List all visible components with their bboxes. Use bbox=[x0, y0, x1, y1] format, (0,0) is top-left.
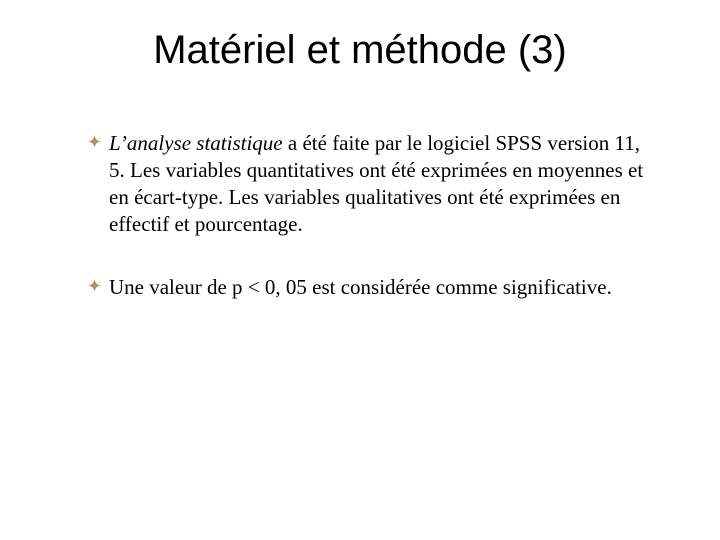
bullet-item: Une valeur de p < 0, 05 est considérée c… bbox=[88, 274, 648, 301]
bullet-item: L’analyse statistique a été faite par le… bbox=[88, 130, 648, 238]
marker-path bbox=[88, 279, 101, 292]
diamond-bullet-icon bbox=[88, 279, 101, 292]
bullet-italic-lead: L’analyse statistique bbox=[109, 131, 283, 155]
slide: Matériel et méthode (3) L’analyse statis… bbox=[0, 0, 720, 540]
slide-body: L’analyse statistique a été faite par le… bbox=[88, 130, 648, 336]
slide-title: Matériel et méthode (3) bbox=[0, 28, 720, 73]
marker-path bbox=[88, 135, 101, 148]
bullet-rest: Une valeur de p < 0, 05 est considérée c… bbox=[109, 275, 612, 299]
bullet-text: Une valeur de p < 0, 05 est considérée c… bbox=[109, 274, 648, 301]
diamond-bullet-icon bbox=[88, 135, 101, 148]
bullet-text: L’analyse statistique a été faite par le… bbox=[109, 130, 648, 238]
